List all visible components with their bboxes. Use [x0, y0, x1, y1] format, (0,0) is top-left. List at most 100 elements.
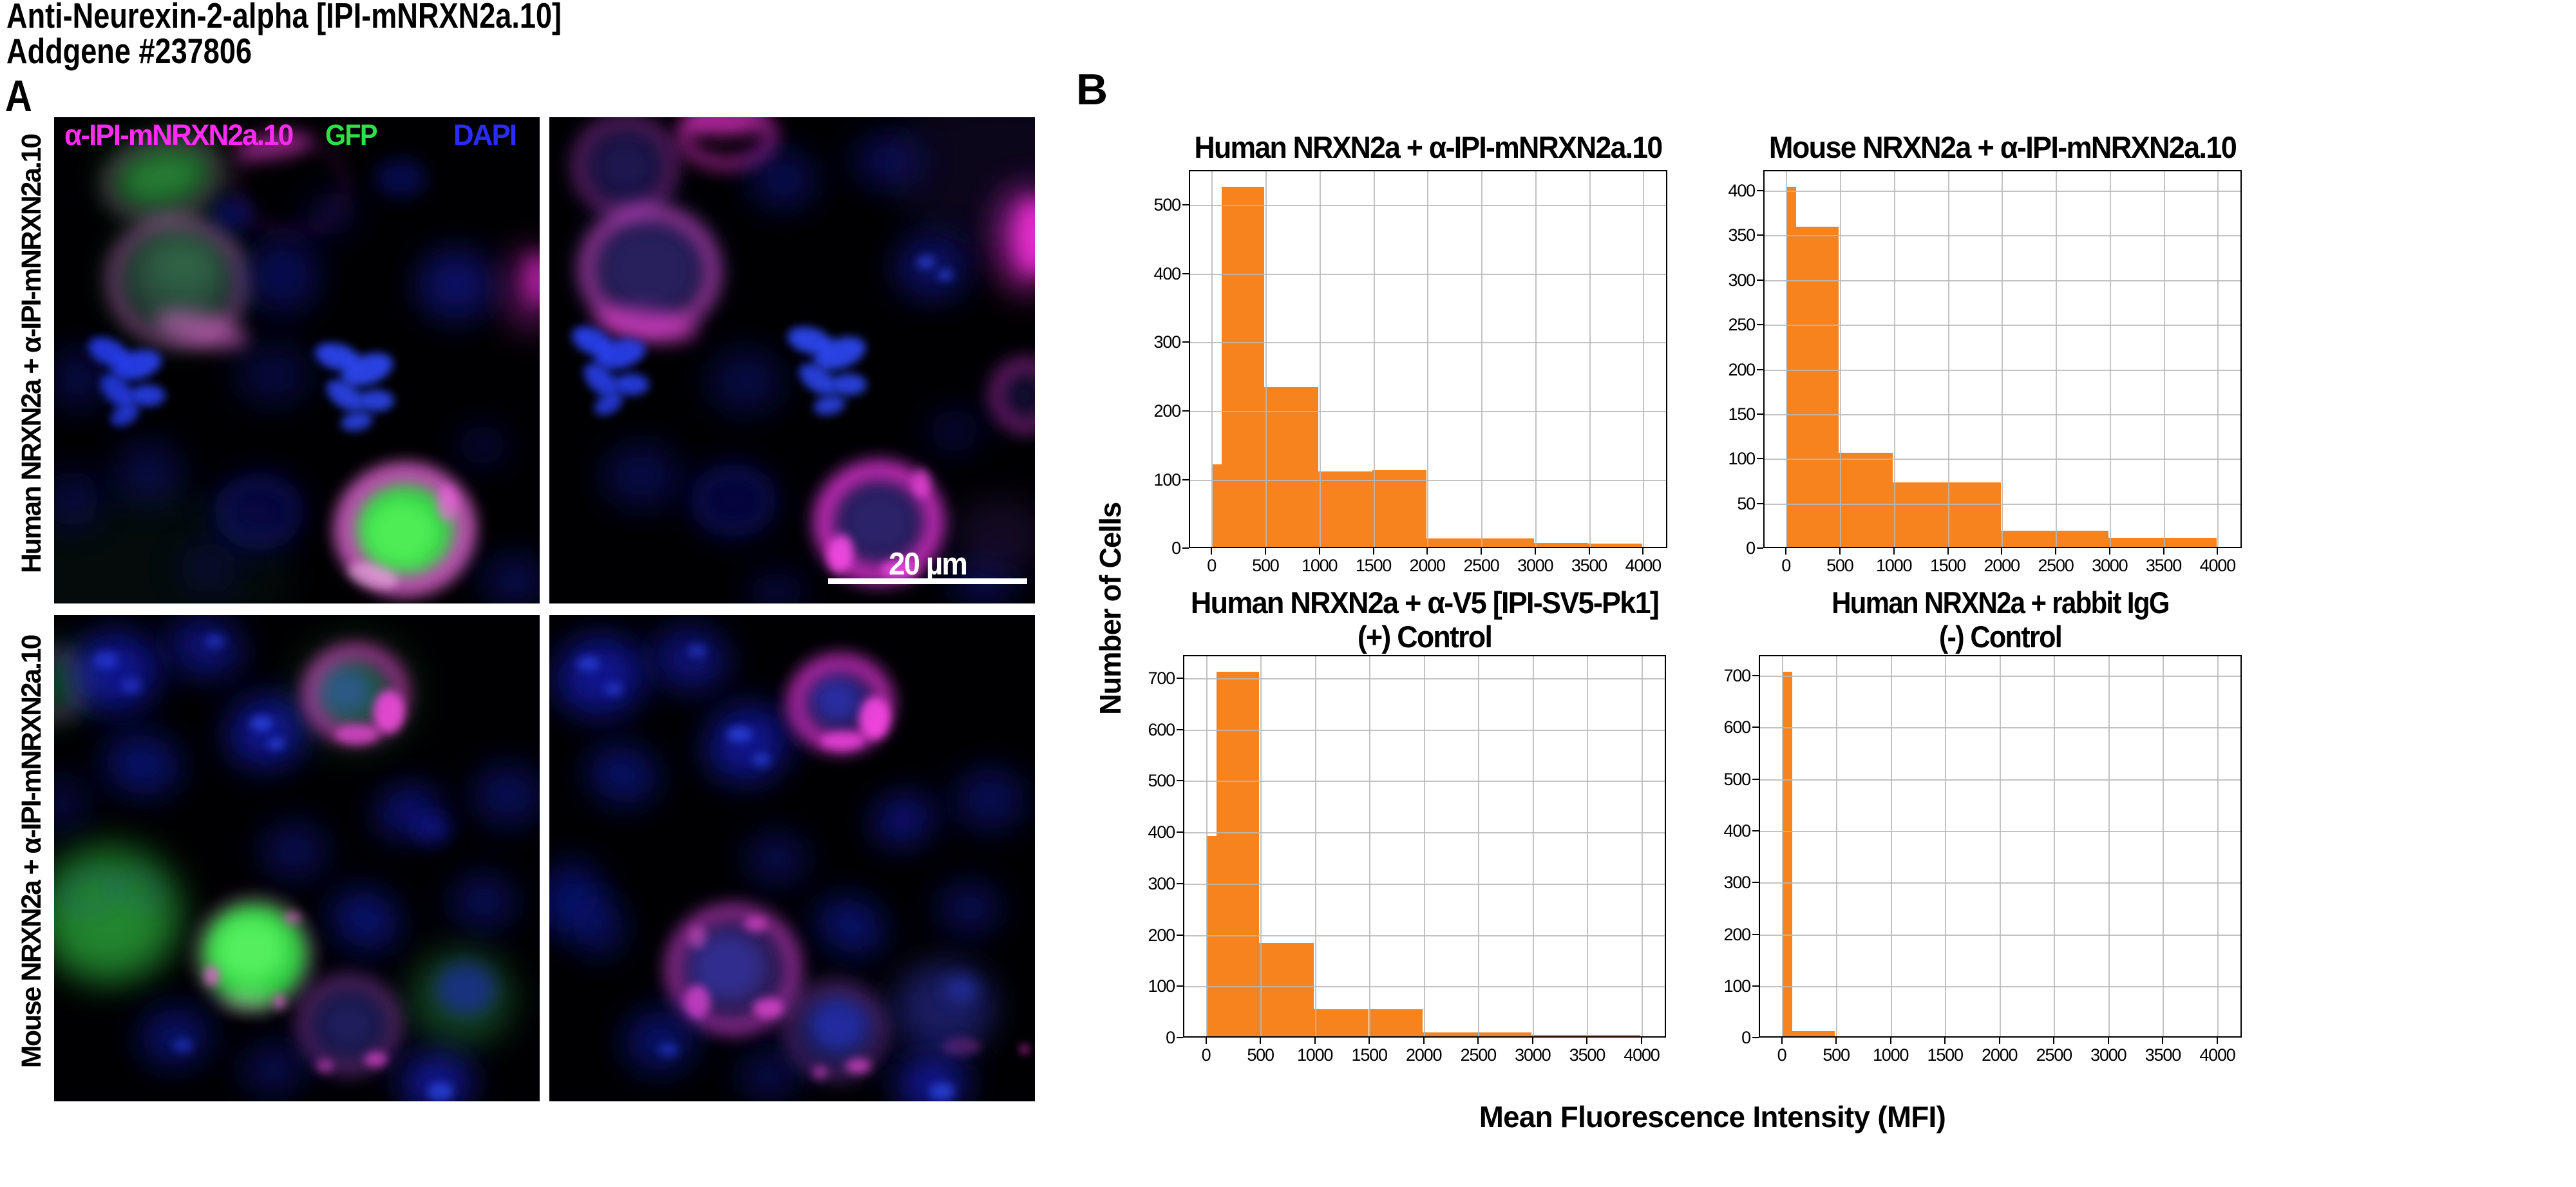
histogram-bar — [1212, 464, 1222, 547]
y-tick-label: 50 — [1737, 493, 1756, 513]
cell-blob — [555, 636, 645, 717]
cell-blob — [337, 466, 473, 593]
x-tick — [2163, 548, 2164, 555]
plot-area-mouse-nrxn2a-anti-ipi-histogram — [1763, 170, 2242, 548]
cell-blob — [658, 1043, 679, 1057]
gridline — [1893, 171, 1895, 547]
gridline — [1184, 678, 1665, 679]
x-tick — [1944, 1038, 1946, 1044]
gridline — [1184, 832, 1665, 834]
gridline — [2217, 656, 2219, 1036]
cell-blob — [267, 737, 285, 750]
cell-blob — [1017, 199, 1035, 274]
x-tick-label: 2000 — [1409, 556, 1446, 575]
x-tick — [1785, 548, 1787, 555]
cell-blob — [54, 470, 99, 527]
cell-blob — [827, 535, 854, 573]
cell-blob — [580, 122, 670, 210]
cell-blob — [296, 637, 415, 750]
gridline — [2163, 171, 2165, 547]
cell-blob — [895, 234, 970, 299]
cell-blob — [93, 651, 118, 669]
cell-blob — [451, 875, 516, 929]
cell-blob — [668, 907, 799, 1032]
histogram-bar — [1792, 1031, 1835, 1036]
cell-blob — [341, 411, 373, 432]
gridline — [1781, 656, 1783, 1036]
cell-blob — [813, 395, 846, 415]
cell-blob — [482, 555, 540, 603]
x-tick-label: 0 — [1207, 556, 1217, 575]
cell-blob — [613, 374, 649, 395]
gridline — [1190, 205, 1666, 207]
x-tick — [1893, 548, 1895, 555]
cell-blob — [593, 306, 699, 343]
cell-blob — [316, 1059, 334, 1072]
cell-blob — [109, 217, 247, 346]
chart-title-mouse-nrxn2a-anti-ipi-histogram: Mouse NRXN2a + α-IPI-mNRXN2a.10 — [1712, 130, 2293, 164]
gridline — [1260, 656, 1262, 1036]
figure-subtitle-addgene-id: Addgene #237806 — [6, 31, 252, 71]
cell-blob — [625, 1009, 696, 1072]
x-tick-label: 4000 — [2199, 556, 2236, 575]
cell-blob — [233, 133, 313, 159]
cell-blob — [335, 725, 379, 744]
gridline — [2002, 171, 2003, 547]
cell-blob — [365, 1052, 388, 1067]
y-tick — [1757, 279, 1763, 281]
cell-blob — [250, 716, 273, 731]
cell-blob — [330, 889, 400, 950]
cell-blob — [992, 361, 1035, 430]
cell-blob — [744, 916, 767, 932]
cell-blob — [690, 463, 777, 538]
gridline — [2217, 171, 2219, 547]
cell-blob — [437, 486, 457, 522]
cell-blob — [140, 1007, 211, 1067]
x-tick — [1641, 1038, 1642, 1044]
micrograph-human-nrxn2a-merge — [54, 117, 540, 603]
histogram-bar — [2000, 531, 2055, 547]
cell-blob — [242, 1043, 304, 1095]
cell-blob — [261, 822, 328, 880]
cell-blob — [114, 871, 162, 907]
x-tick — [1588, 548, 1590, 555]
gridline — [1760, 985, 2240, 987]
gridline — [2056, 171, 2057, 547]
histogram-bar — [1839, 453, 1893, 547]
x-tick-label: 3000 — [1517, 556, 1553, 575]
x-tick-label: 3000 — [2092, 556, 2128, 575]
y-tick-label: 500 — [1148, 771, 1176, 791]
cell-blob — [236, 344, 311, 406]
x-tick-label: 1500 — [1929, 556, 1966, 575]
x-tick — [1264, 548, 1266, 555]
histogram-bar — [1264, 386, 1319, 547]
histogram-bar — [1222, 186, 1265, 547]
cell-blob — [955, 497, 1035, 575]
y-tick-label: 0 — [1741, 1028, 1751, 1047]
x-tick-label: 2000 — [1982, 1045, 2018, 1065]
cell-blob — [605, 683, 623, 696]
y-tick — [1752, 778, 1759, 780]
gridline — [1765, 280, 2240, 281]
micrograph-mouse-nrxn2a-antibody-dapi — [549, 615, 1035, 1101]
y-tick-label: 300 — [1148, 873, 1176, 893]
histogram-bar — [1946, 482, 2001, 547]
gridline — [1999, 656, 2001, 1036]
gridline — [1427, 171, 1429, 547]
gridline — [1532, 656, 1534, 1036]
cell-blob — [173, 1038, 193, 1052]
x-tick-label: 3500 — [1571, 556, 1607, 575]
y-tick — [1757, 413, 1763, 415]
chart-title-line: Human NRXN2a + α-V5 [IPI-SV5-Pk1] — [1190, 585, 1660, 620]
histogram-bar — [1893, 482, 1947, 547]
cell-blob — [685, 985, 710, 1018]
cell-blob — [679, 117, 776, 168]
gridline — [2163, 656, 2164, 1036]
cell-blob — [168, 618, 243, 677]
cell-blob — [319, 669, 371, 714]
cell-blob — [817, 897, 885, 955]
gridline — [2108, 656, 2110, 1036]
y-tick-label: 300 — [1728, 270, 1756, 290]
histogram-bar — [1423, 1032, 1477, 1036]
cell-blob — [473, 764, 540, 826]
